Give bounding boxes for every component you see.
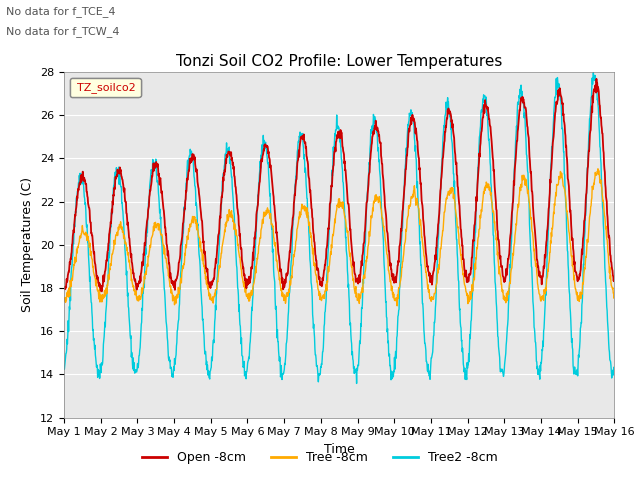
Tree -8cm	[594, 166, 602, 172]
Tree -8cm	[545, 257, 553, 263]
Tree -8cm	[394, 303, 401, 309]
Tree2 -8cm	[60, 366, 68, 372]
Title: Tonzi Soil CO2 Profile: Lower Temperatures: Tonzi Soil CO2 Profile: Lower Temperatur…	[176, 54, 502, 70]
Legend: TZ_soilco2: TZ_soilco2	[70, 78, 141, 97]
Tree -8cm	[425, 287, 433, 292]
Tree2 -8cm	[244, 359, 252, 364]
Tree2 -8cm	[425, 368, 433, 374]
Tree -8cm	[497, 274, 505, 280]
Open -8cm	[497, 260, 505, 266]
X-axis label: Time: Time	[324, 443, 355, 456]
Open -8cm	[244, 280, 252, 286]
Tree -8cm	[182, 244, 190, 250]
Tree -8cm	[611, 293, 618, 299]
Open -8cm	[425, 270, 433, 276]
Text: No data for f_TCW_4: No data for f_TCW_4	[6, 25, 120, 36]
Tree2 -8cm	[353, 381, 360, 386]
Line: Tree2 -8cm: Tree2 -8cm	[64, 72, 614, 384]
Open -8cm	[183, 181, 191, 187]
Open -8cm	[170, 283, 177, 288]
Tree -8cm	[60, 296, 68, 301]
Line: Open -8cm: Open -8cm	[64, 79, 614, 291]
Open -8cm	[545, 195, 553, 201]
Open -8cm	[593, 76, 600, 82]
Legend: Open -8cm, Tree -8cm, Tree2 -8cm: Open -8cm, Tree -8cm, Tree2 -8cm	[137, 446, 503, 469]
Open -8cm	[611, 278, 618, 284]
Open -8cm	[60, 285, 68, 291]
Text: No data for f_TCE_4: No data for f_TCE_4	[6, 6, 116, 17]
Tree -8cm	[169, 294, 177, 300]
Tree2 -8cm	[169, 374, 177, 380]
Tree2 -8cm	[497, 367, 505, 372]
Line: Tree -8cm: Tree -8cm	[64, 169, 614, 306]
Tree -8cm	[244, 296, 252, 301]
Y-axis label: Soil Temperatures (C): Soil Temperatures (C)	[22, 177, 35, 312]
Tree2 -8cm	[545, 203, 553, 209]
Tree2 -8cm	[182, 180, 190, 186]
Tree2 -8cm	[611, 366, 618, 372]
Open -8cm	[98, 288, 106, 294]
Tree2 -8cm	[589, 70, 597, 75]
